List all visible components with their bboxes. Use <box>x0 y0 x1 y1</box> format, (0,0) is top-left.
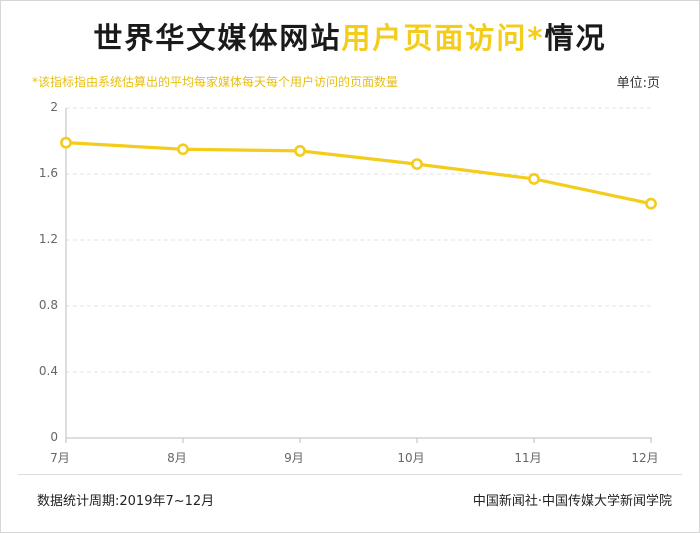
x-tick-label: 11月 <box>514 451 541 465</box>
title-accent: 用户页面访问* <box>341 21 545 55</box>
data-point <box>528 173 540 185</box>
x-tick-label: 12月 <box>631 451 658 465</box>
data-point <box>294 144 306 157</box>
x-tick-label: 10月 <box>397 451 424 465</box>
data-point <box>177 143 189 156</box>
data-period: 数据统计周期:2019年7~12月 <box>37 494 215 509</box>
unit-label: 单位:页 <box>616 76 660 91</box>
x-tick-labels: 7月 8月 9月 10月 11月 12月 <box>50 451 658 465</box>
x-tick-label: 9月 <box>284 451 304 465</box>
series-line <box>64 141 653 206</box>
x-tick-label: 8月 <box>167 451 187 465</box>
y-tick-label: 1.2 <box>39 232 58 246</box>
series-line-layer <box>64 141 653 206</box>
y-tick-label: 0.8 <box>39 298 58 312</box>
y-tick-label: 2 <box>50 100 58 114</box>
data-point <box>60 136 72 149</box>
x-tick-label: 7月 <box>50 451 70 465</box>
data-source: 中国新闻社·中国传媒大学新闻学院 <box>472 494 672 509</box>
title-part-2: 情况 <box>544 21 607 55</box>
axes <box>65 108 652 443</box>
data-point <box>645 197 657 210</box>
y-tick-label: 1.6 <box>39 166 58 180</box>
y-tick-label: 0.4 <box>39 364 58 378</box>
data-point <box>411 158 423 170</box>
title-part-1: 世界华文媒体网站 <box>93 21 342 55</box>
y-tick-label: 0 <box>50 430 58 444</box>
y-tick-labels: 0 0.4 0.8 1.2 1.6 2 <box>39 100 58 444</box>
data-points <box>60 136 657 210</box>
footer-divider <box>18 474 682 475</box>
footnote-definition: *该指标指由系统估算出的平均每家媒体每天每个用户访问的页面数量 <box>32 75 399 89</box>
chart-title: 世界华文媒体网站用户页面访问*情况 <box>0 18 700 58</box>
